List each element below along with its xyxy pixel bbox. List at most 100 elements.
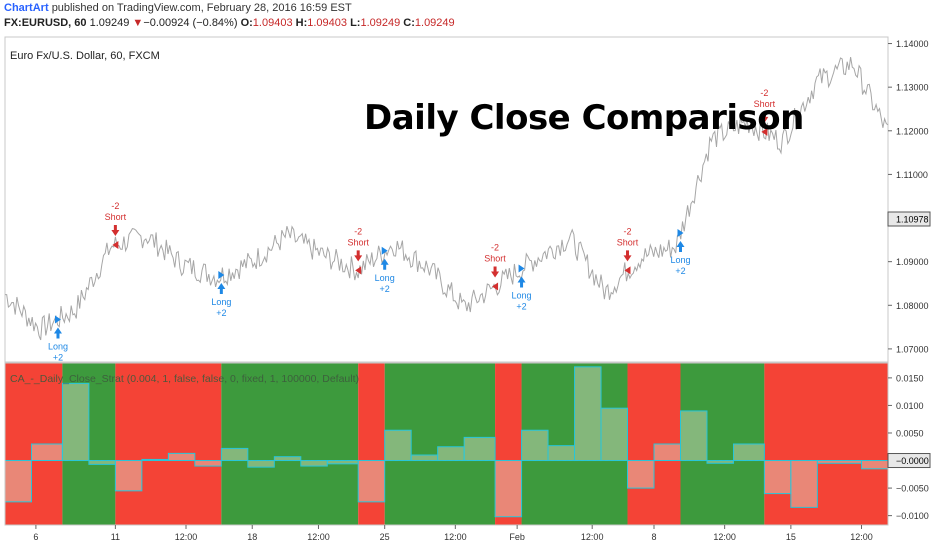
long-label: Long (512, 290, 532, 300)
last-price: 1.09249 (89, 17, 130, 29)
histogram-bar (273, 456, 302, 462)
price-tick-label: 1.13000 (896, 83, 929, 93)
long-qty: +2 (216, 308, 226, 318)
short-qty: -2 (760, 88, 768, 98)
long-label: Long (211, 297, 231, 307)
short-qty: -2 (111, 201, 119, 211)
long-marker-icon (218, 271, 225, 280)
symbol-label: FX:EURUSD, 60 (4, 17, 87, 29)
indicator-bg-red (495, 363, 522, 525)
indicator-tick-label: 0.0050 (896, 428, 924, 438)
indicator-tick-label: −0.0050 (896, 484, 929, 494)
high-label: H: (295, 17, 308, 29)
short-arrow-icon (491, 266, 500, 278)
time-tick-label: 12:00 (850, 532, 873, 542)
time-tick-label: 11 (111, 532, 120, 542)
time-tick-label: 18 (247, 532, 257, 542)
open-label: O: (240, 17, 253, 29)
histogram-bar (763, 460, 792, 495)
indicator-bg-red (358, 363, 385, 525)
price-change: −0.00924 (−0.84%) (143, 17, 238, 29)
indicator-pane (4, 362, 889, 526)
short-label: Short (105, 212, 127, 222)
publish-text: published on TradingView.com, February 2… (51, 2, 352, 14)
price-tick-label: 1.14000 (896, 39, 929, 49)
long-arrow-icon (53, 327, 62, 339)
histogram-bar (194, 460, 222, 467)
price-tick-label: 1.09000 (896, 257, 929, 267)
short-label: Short (754, 99, 776, 109)
short-marker-icon (492, 282, 499, 291)
high-value: 1.09403 (307, 17, 347, 29)
histogram-bar (410, 454, 439, 462)
last-value-box (887, 453, 931, 469)
time-tick-label: 12:00 (581, 532, 604, 542)
indicator-bg-green (221, 363, 359, 525)
time-tick-label: Feb (509, 532, 525, 542)
indicator-tick-label: 0.0150 (896, 373, 924, 383)
short-label: Short (484, 253, 506, 263)
long-label: Long (670, 255, 690, 265)
long-marker-icon (54, 315, 61, 324)
time-tick-label: 6 (33, 532, 38, 542)
histogram-bar (521, 429, 549, 462)
short-marker-icon (112, 241, 119, 250)
author-link[interactable]: ChartArt (4, 2, 49, 14)
short-marker-icon (761, 127, 768, 136)
histogram-bar (141, 458, 169, 462)
short-arrow-icon (760, 111, 769, 123)
long-arrow-icon (676, 241, 685, 253)
time-tick-label: 25 (380, 532, 390, 542)
down-arrow-icon: ▼ (132, 17, 144, 29)
publish-info: ChartArt published on TradingView.com, F… (4, 2, 352, 14)
histogram-bar (437, 446, 465, 462)
chart-annotation: Daily Close Comparison (364, 98, 804, 138)
short-arrow-icon (623, 250, 632, 262)
last-price-box (887, 211, 931, 227)
histogram-bar (600, 407, 629, 462)
time-tick-label: 12:00 (713, 532, 736, 542)
indicator-bg-green (384, 363, 496, 525)
price-tick-label: 1.08000 (896, 301, 929, 311)
last-price-label: 1.10978 (896, 215, 929, 225)
short-arrow-icon (354, 250, 363, 262)
price-pane (4, 36, 889, 363)
histogram-bar (4, 460, 32, 503)
histogram-bar (627, 460, 655, 489)
time-tick-label: 12:00 (307, 532, 330, 542)
long-arrow-icon (217, 283, 226, 295)
indicator-bg-red (764, 363, 888, 525)
low-value: 1.09249 (360, 17, 401, 29)
histogram-bar (463, 436, 496, 462)
histogram-bar (326, 460, 359, 465)
long-marker-icon (677, 229, 684, 238)
close-label: C: (403, 17, 415, 29)
long-qty: +2 (675, 266, 685, 276)
histogram-bar (61, 382, 90, 462)
histogram-bar (861, 460, 889, 470)
indicator-tick-label: 0.0100 (896, 401, 924, 411)
price-tick-label: 1.11000 (896, 170, 928, 180)
histogram-bar (114, 460, 143, 492)
short-arrow-icon (111, 225, 120, 237)
short-qty: -2 (491, 242, 499, 252)
indicator-tick-label: −0.0100 (896, 511, 929, 521)
histogram-bar (679, 410, 708, 462)
short-marker-icon (624, 266, 631, 275)
long-marker-icon (381, 246, 388, 255)
price-tick-label: 1.07000 (896, 344, 929, 354)
open-value: 1.09403 (252, 17, 293, 29)
long-label: Long (375, 273, 395, 283)
histogram-bar (220, 447, 249, 462)
histogram-bar (167, 452, 196, 462)
histogram-bar (653, 443, 681, 462)
long-arrow-icon (380, 258, 389, 270)
histogram-bar (247, 460, 275, 468)
long-qty: +2 (380, 284, 390, 294)
histogram-bar (494, 460, 523, 518)
histogram-bar (384, 429, 412, 462)
indicator-title: CA_-_Daily_Close_Strat (0.004, 1, false,… (10, 373, 360, 385)
close-value: 1.09249 (414, 17, 455, 29)
histogram-bar (357, 460, 386, 503)
